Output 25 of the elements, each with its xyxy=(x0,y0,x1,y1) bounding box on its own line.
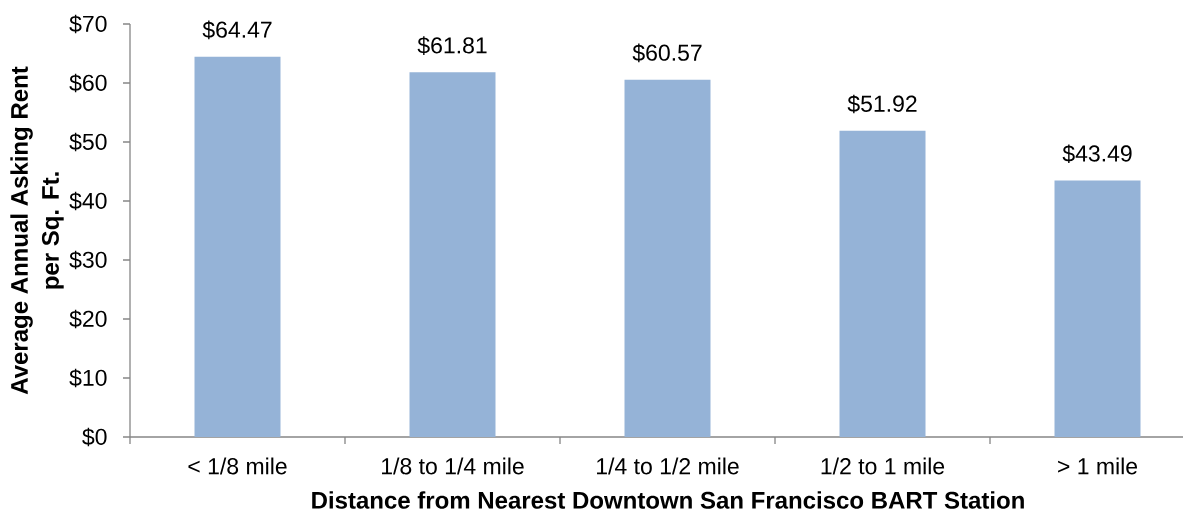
x-tick-label: > 1 mile xyxy=(1058,457,1138,475)
y-tick-label: $50 xyxy=(69,132,107,152)
x-tick-label: < 1/8 mile xyxy=(188,457,287,475)
bar xyxy=(624,79,711,437)
y-axis-title: Average Annual Asking Rent per Sq. Ft. xyxy=(10,66,64,395)
data-label: $51.92 xyxy=(847,94,917,114)
y-tick-label: $30 xyxy=(69,250,107,270)
data-label: $64.47 xyxy=(202,20,272,40)
y-tick-label: $20 xyxy=(69,309,107,329)
data-label: $61.81 xyxy=(417,36,487,55)
x-tick-label: 1/2 to 1 mile xyxy=(821,457,945,475)
bar xyxy=(1054,180,1141,437)
y-tick-label: $70 xyxy=(69,14,107,34)
y-tick-label: $0 xyxy=(82,427,107,447)
x-axis-title: Distance from Nearest Downtown San Francisco BART Station xyxy=(312,491,1024,509)
data-label: $60.57 xyxy=(632,43,702,63)
y-tick-label: $40 xyxy=(69,191,107,211)
y-tick-label: $60 xyxy=(69,73,107,93)
bar xyxy=(409,72,496,437)
bar xyxy=(194,56,281,437)
bar xyxy=(839,130,926,437)
data-label: $43.49 xyxy=(1062,144,1132,163)
x-tick-label: 1/4 to 1/2 mile xyxy=(597,457,739,475)
x-tick-label: 1/8 to 1/4 mile xyxy=(382,457,524,475)
y-tick-label: $10 xyxy=(69,368,107,388)
